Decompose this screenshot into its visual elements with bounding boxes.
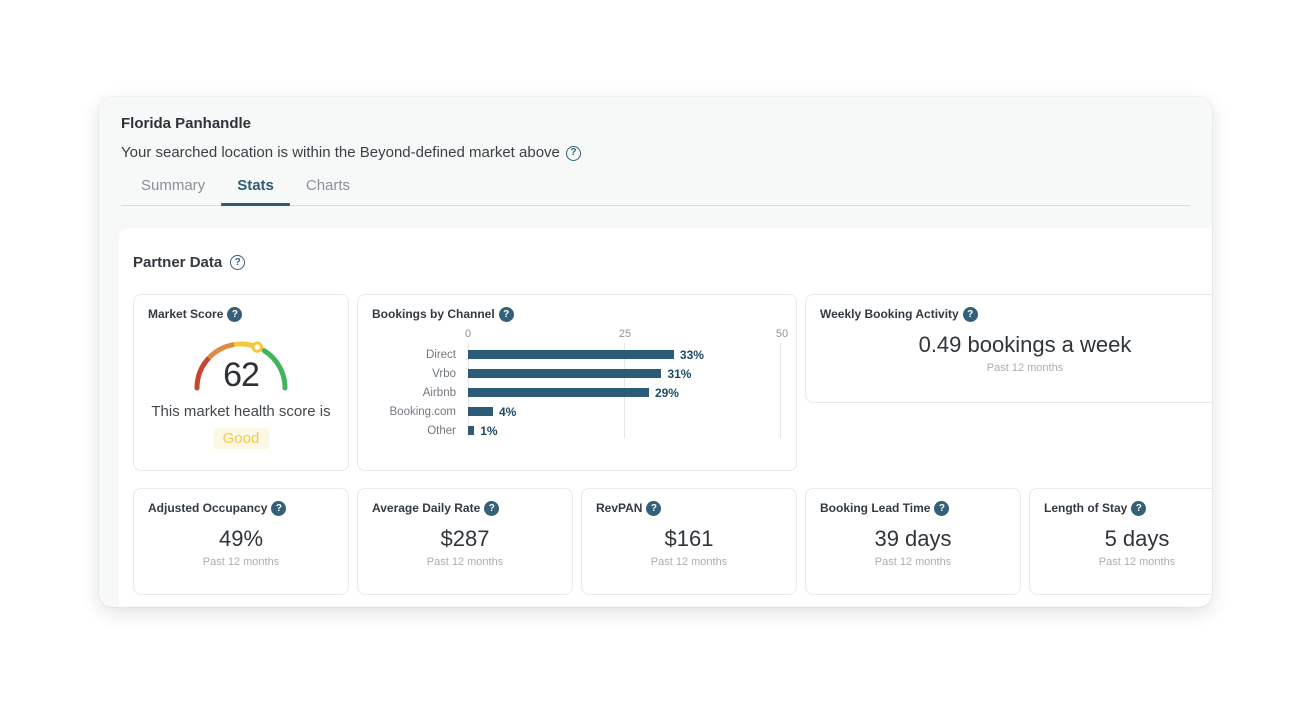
stat-card-booking-lead-time: Booking Lead Time 39 days Past 12 months bbox=[805, 488, 1021, 595]
weekly-booking-activity-card: Weekly Booking Activity 0.49 bookings a … bbox=[805, 294, 1212, 403]
stat-card-adjusted-occupancy: Adjusted Occupancy 49% Past 12 months bbox=[133, 488, 349, 595]
card-title-text: Average Daily Rate bbox=[372, 501, 481, 515]
x-tick-label: 25 bbox=[618, 328, 632, 340]
help-icon[interactable] bbox=[934, 501, 950, 516]
help-icon[interactable] bbox=[1131, 501, 1147, 516]
bar bbox=[468, 350, 674, 359]
period-label: Past 12 months bbox=[1098, 556, 1176, 568]
weekly-activity-value: 0.49 bookings a week bbox=[918, 332, 1132, 357]
category-label: Direct bbox=[425, 348, 456, 361]
period-label: Past 12 months bbox=[426, 556, 504, 568]
help-icon[interactable] bbox=[498, 307, 514, 322]
tab-summary[interactable]: Summary bbox=[141, 177, 206, 194]
stat-value: 39 days bbox=[874, 526, 952, 551]
period-label: Past 12 months bbox=[874, 556, 952, 568]
chart-row: Direct 33% bbox=[426, 345, 780, 364]
market-score-card: Market Score 62 bbox=[133, 294, 349, 471]
market-score-gauge: 62 bbox=[181, 326, 301, 401]
help-icon[interactable] bbox=[271, 501, 287, 516]
tab-charts[interactable]: Charts bbox=[305, 177, 351, 194]
bar bbox=[468, 369, 662, 378]
stat-value: 5 days bbox=[1104, 526, 1170, 551]
help-icon[interactable] bbox=[230, 255, 246, 270]
card-title: Bookings by Channel bbox=[372, 307, 782, 322]
period-label: Past 12 months bbox=[650, 556, 728, 568]
stat-card-length-of-stay: Length of Stay 5 days Past 12 months bbox=[1029, 488, 1212, 595]
market-panel: Florida Panhandle Your searched location… bbox=[99, 97, 1212, 607]
chart-row: Other 1% bbox=[427, 421, 780, 440]
stat-value: $161 bbox=[664, 526, 714, 551]
bar-value-label: 31% bbox=[667, 366, 692, 381]
chart-row: Airbnb 29% bbox=[423, 383, 780, 402]
panel-body: Partner Data Market Score bbox=[99, 206, 1212, 607]
chart-row: Booking.com 4% bbox=[390, 402, 780, 421]
chart-rows: Direct 33% Vrbo 31% Airbnb 29% Booking.com 4% Ot… bbox=[390, 343, 781, 440]
category-label: Vrbo bbox=[432, 367, 456, 380]
stat-card-revpan: RevPAN $161 Past 12 months bbox=[581, 488, 797, 595]
card-title-text: Market Score bbox=[148, 307, 224, 321]
card-title-text: Bookings by Channel bbox=[372, 307, 495, 321]
gridline bbox=[780, 343, 781, 438]
category-label: Other bbox=[427, 424, 456, 437]
help-icon[interactable] bbox=[484, 501, 500, 516]
card-title: Booking Lead Time bbox=[820, 501, 1006, 516]
bookings-bar-chart: 0 25 50 Direct 33% Vrbo 31% Airbnb 29% Booking.c… bbox=[372, 327, 788, 440]
category-label: Booking.com bbox=[389, 405, 456, 418]
stat-card-average-daily-rate: Average Daily Rate $287 Past 12 months bbox=[357, 488, 573, 595]
x-tick-label: 50 bbox=[775, 328, 789, 340]
chart-row: Vrbo 31% bbox=[432, 364, 780, 383]
x-tick-label: 0 bbox=[464, 328, 472, 340]
bar bbox=[468, 426, 475, 435]
card-title-text: Weekly Booking Activity bbox=[820, 307, 959, 321]
stat-value: 49% bbox=[218, 526, 264, 551]
bar-value-label: 1% bbox=[480, 423, 498, 438]
chart-x-axis: 0 25 50 bbox=[464, 327, 788, 345]
market-subtitle: Your searched location is within the Bey… bbox=[121, 143, 1190, 163]
tab-bar: Summary Stats Charts bbox=[121, 176, 1190, 206]
score-caption: This market health score is bbox=[151, 403, 331, 420]
help-icon[interactable] bbox=[227, 307, 243, 322]
score-rating-badge: Good bbox=[212, 428, 270, 449]
partner-data-section: Partner Data Market Score bbox=[119, 228, 1212, 607]
help-icon[interactable] bbox=[646, 501, 662, 516]
gauge-arc-icon bbox=[194, 341, 288, 391]
card-title: RevPAN bbox=[596, 501, 782, 516]
panel-header: Florida Panhandle Your searched location… bbox=[99, 97, 1212, 206]
tab-stats[interactable]: Stats bbox=[221, 176, 290, 206]
card-title: Weekly Booking Activity bbox=[820, 307, 1212, 322]
bottom-cards-row: Adjusted Occupancy49%Past 12 monthsAvera… bbox=[133, 488, 1212, 595]
help-icon[interactable] bbox=[962, 307, 978, 322]
bookings-by-channel-card: Bookings by Channel 0 25 50 Direct 33% Vrbo 3… bbox=[357, 294, 797, 471]
bar-value-label: 4% bbox=[498, 404, 517, 419]
section-heading: Partner Data bbox=[133, 254, 1212, 271]
card-title-text: RevPAN bbox=[596, 501, 643, 515]
section-heading-text: Partner Data bbox=[133, 254, 223, 271]
card-title-text: Length of Stay bbox=[1044, 501, 1128, 515]
bar bbox=[468, 407, 493, 416]
card-title: Market Score bbox=[148, 307, 334, 322]
card-title: Adjusted Occupancy bbox=[148, 501, 334, 516]
market-score-value: 62 bbox=[223, 356, 260, 394]
period-label: Past 12 months bbox=[986, 362, 1064, 374]
card-title-text: Booking Lead Time bbox=[820, 501, 931, 515]
stat-value: $287 bbox=[440, 526, 490, 551]
bar-value-label: 29% bbox=[654, 385, 679, 400]
bar-value-label: 33% bbox=[679, 347, 704, 362]
card-title: Length of Stay bbox=[1044, 501, 1212, 516]
card-title-text: Adjusted Occupancy bbox=[148, 501, 268, 515]
bar bbox=[468, 388, 649, 397]
page-title: Florida Panhandle bbox=[121, 115, 252, 132]
top-cards-row: Market Score 62 bbox=[133, 294, 1212, 471]
help-icon[interactable] bbox=[565, 145, 581, 161]
card-title: Average Daily Rate bbox=[372, 501, 558, 516]
subtitle-text: Your searched location is within the Bey… bbox=[121, 144, 560, 161]
category-label: Airbnb bbox=[422, 386, 456, 399]
period-label: Past 12 months bbox=[202, 556, 280, 568]
